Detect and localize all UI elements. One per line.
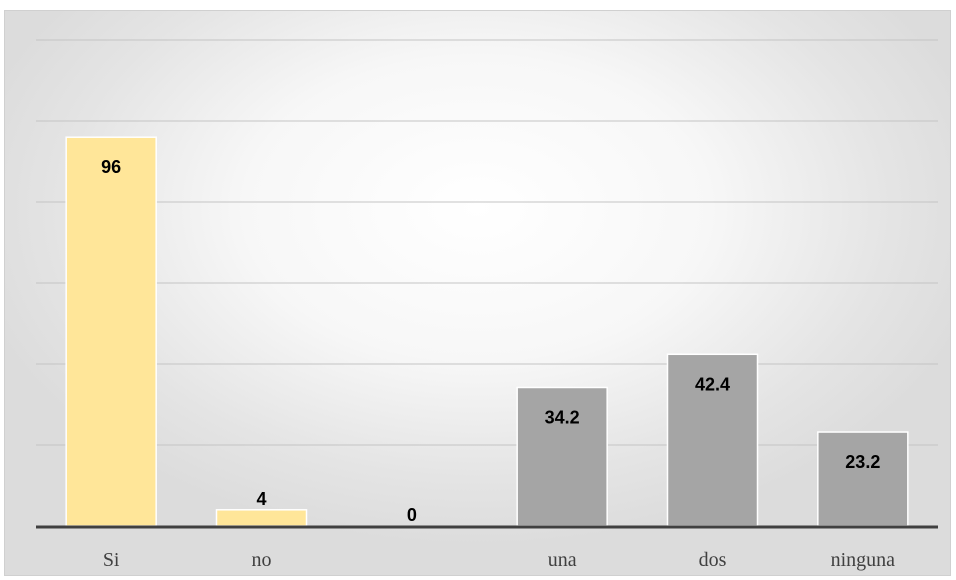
bar-chart: 96 4 0 34.2 42.4 23.2 Si no una dos ninguna <box>36 39 938 571</box>
data-label: 96 <box>101 157 121 177</box>
category-labels: Si no una dos ninguna <box>103 549 895 571</box>
gridlines <box>36 39 938 446</box>
bar <box>817 431 909 527</box>
data-label: 4 <box>256 489 266 509</box>
data-label: 0 <box>407 505 417 525</box>
bar <box>65 136 157 527</box>
data-label: 42.4 <box>695 374 730 394</box>
category-label: dos <box>699 549 727 571</box>
category-label: una <box>548 549 577 571</box>
bar <box>666 353 759 527</box>
category-label: Si <box>103 549 120 571</box>
bar <box>215 509 308 527</box>
data-label: 34.2 <box>545 407 580 427</box>
data-label: 23.2 <box>845 452 880 472</box>
category-label: no <box>252 549 272 571</box>
category-label: ninguna <box>831 549 896 571</box>
chart-frame: 96 4 0 34.2 42.4 23.2 Si no una dos ninguna <box>4 10 951 576</box>
bars <box>65 136 909 527</box>
value-labels: 96 4 0 34.2 42.4 23.2 <box>101 157 880 525</box>
